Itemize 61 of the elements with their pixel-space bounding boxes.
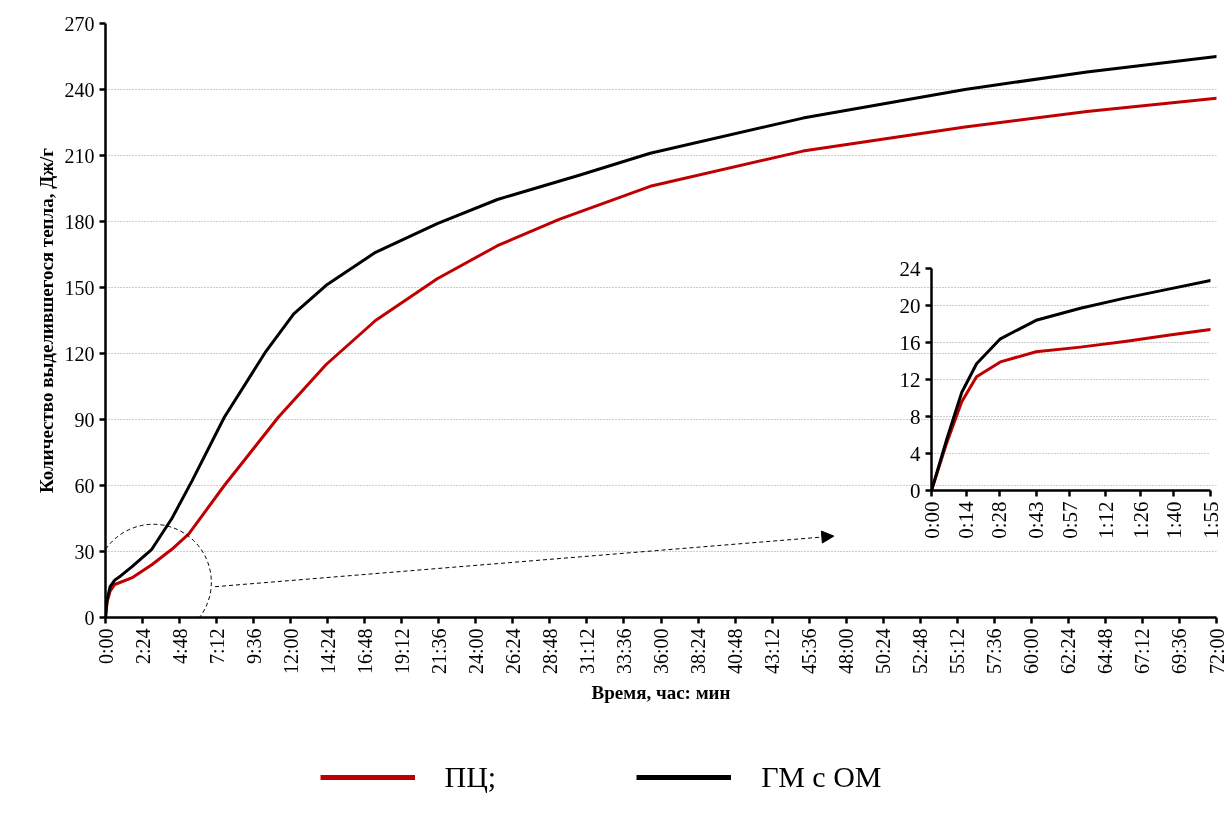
y-axis-title: Количество выделившегося тепла, Дж/г	[35, 147, 57, 493]
y-tick-label: 270	[64, 12, 95, 35]
x-tick-label: 1:12	[1093, 501, 1118, 539]
x-tick-label: 0:00	[94, 628, 117, 665]
x-tick-label: 36:00	[650, 628, 672, 675]
x-tick-label: 45:36	[798, 628, 821, 675]
x-tick-label: 0:00	[919, 501, 944, 539]
y-tick-label: 20	[899, 293, 921, 318]
x-tick-label: 4:48	[168, 628, 191, 665]
x-tick-label: 67:12	[1131, 628, 1154, 675]
x-tick-label: 21:36	[427, 628, 450, 675]
x-tick-label: 16:48	[353, 628, 376, 675]
x-tick-label: 12:00	[279, 628, 302, 675]
x-tick-label: 57:36	[983, 628, 1006, 675]
x-tick-label: 1:26	[1128, 501, 1153, 539]
x-tick-label: 50:24	[872, 628, 895, 675]
y-tick-label: 4	[910, 441, 921, 466]
x-tick-label: 28:48	[538, 628, 561, 675]
y-tick-label: 0	[910, 478, 921, 503]
x-tick-label: 38:24	[687, 628, 710, 675]
y-tick-label: 12	[899, 367, 921, 392]
y-tick-label: 24	[899, 256, 921, 281]
x-tick-label: 19:12	[390, 628, 413, 675]
x-tick-label: 0:14	[954, 501, 979, 539]
x-tick-label: 0:28	[987, 501, 1012, 539]
x-tick-label: 9:36	[242, 628, 265, 665]
x-tick-label: 26:24	[501, 628, 524, 675]
x-tick-label: 43:12	[761, 628, 784, 675]
x-tick-label: 0:43	[1024, 501, 1049, 539]
x-tick-label: 1:40	[1161, 501, 1186, 539]
y-tick-label: 180	[64, 210, 95, 233]
y-tick-label: 210	[64, 144, 95, 167]
x-tick-label: 40:48	[724, 628, 747, 675]
x-tick-label: 72:00	[1205, 628, 1228, 675]
x-tick-label: 1:55	[1198, 501, 1223, 539]
y-tick-label: 0	[84, 606, 95, 629]
x-tick-label: 62:24	[1057, 628, 1080, 675]
y-tick-label: 90	[74, 408, 95, 431]
x-tick-label: 52:48	[909, 628, 932, 675]
y-tick-label: 30	[74, 540, 95, 563]
x-tick-label: 0:57	[1057, 501, 1082, 539]
y-tick-label: 150	[64, 276, 95, 299]
x-axis-title: Время, час: мин	[591, 682, 731, 704]
x-tick-label: 14:24	[316, 628, 339, 675]
x-tick-label: 69:36	[1168, 628, 1191, 675]
x-tick-label: 31:12	[575, 628, 598, 675]
x-tick-label: 48:00	[835, 628, 858, 675]
y-tick-label: 120	[64, 342, 95, 365]
legend-label: ГМ с ОМ	[761, 760, 882, 794]
legend-label: ПЦ;	[444, 760, 497, 794]
y-tick-label: 60	[74, 474, 95, 497]
y-tick-label: 16	[899, 330, 921, 355]
x-tick-label: 2:24	[131, 628, 154, 665]
y-tick-label: 240	[64, 78, 95, 101]
x-tick-label: 60:00	[1020, 628, 1043, 675]
x-tick-label: 64:48	[1094, 628, 1117, 675]
x-tick-label: 33:36	[612, 628, 635, 675]
x-tick-label: 55:12	[946, 628, 969, 675]
y-tick-label: 8	[910, 404, 921, 429]
x-tick-label: 24:00	[464, 628, 487, 675]
x-tick-label: 7:12	[205, 628, 228, 665]
